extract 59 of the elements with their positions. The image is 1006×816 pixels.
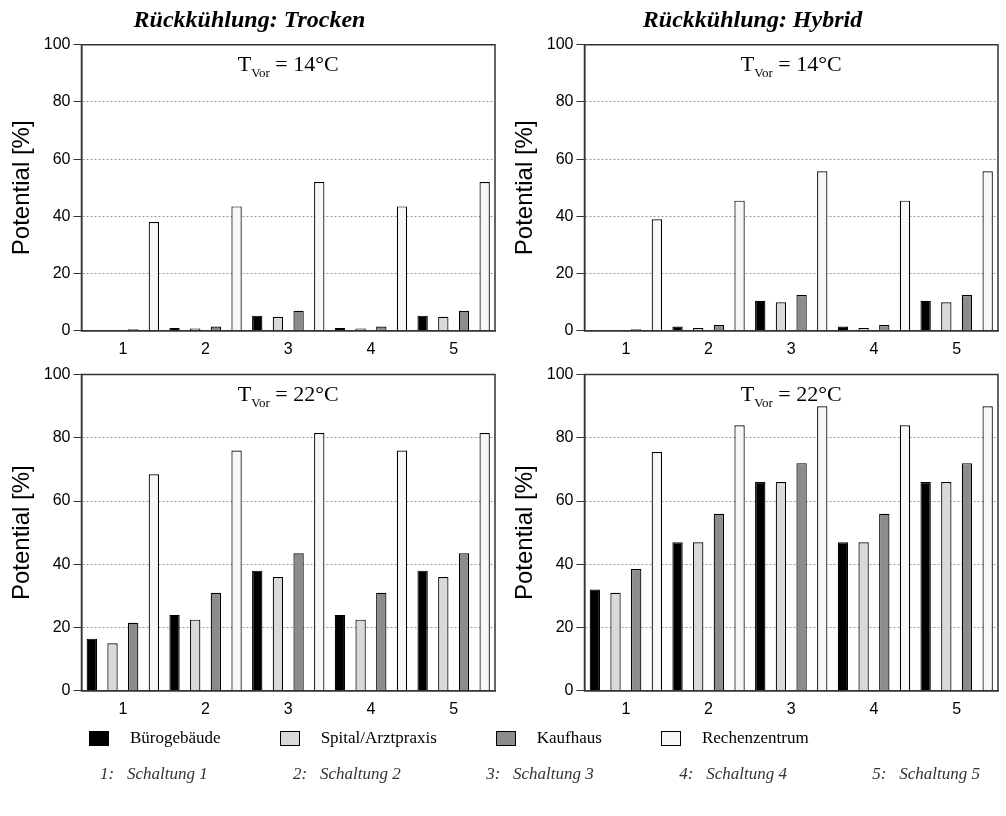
x-tick-label: 3 <box>786 339 796 357</box>
x-tick-label: 5 <box>952 699 962 717</box>
legend-label: Bürogebäude <box>130 728 221 748</box>
y-tick-label: 0 <box>61 321 71 339</box>
legend-label: Rechenzentrum <box>701 728 809 748</box>
legend-label: Kaufhaus <box>536 728 602 748</box>
chart-title: Rückkühlung: Trocken <box>132 5 366 32</box>
x-tick-label: 3 <box>786 699 796 717</box>
x-tick-label: 1 <box>621 699 631 717</box>
y-tick-label: 80 <box>52 428 71 446</box>
x-tick-label: 4 <box>366 339 376 357</box>
y-tick-label: 80 <box>555 92 574 110</box>
y-tick-label: 20 <box>52 264 71 282</box>
y-tick-label: 40 <box>52 206 71 224</box>
y-tick-label: 60 <box>52 491 71 509</box>
y-tick-label: 0 <box>564 321 574 339</box>
y-tick-label: 60 <box>52 149 71 167</box>
legend-label: Spital/Arztpraxis <box>320 728 437 748</box>
y-tick-label: 0 <box>61 681 71 699</box>
y-tick-label: 60 <box>555 491 574 509</box>
y-axis-title: Potential [%] <box>510 465 538 601</box>
y-tick-label: 40 <box>52 554 71 572</box>
y-tick-label: 100 <box>43 35 71 53</box>
text: 5: Schaltung 5 <box>872 764 980 784</box>
x-tick-label: 2 <box>704 699 714 717</box>
y-tick-label: 100 <box>546 35 574 53</box>
x-tick-label: 3 <box>283 699 293 717</box>
x-tick-label: 4 <box>869 699 879 717</box>
x-tick-label: 1 <box>621 339 631 357</box>
text: 3: Schaltung 3 <box>486 764 594 784</box>
chart-title: Rückkühlung: Hybrid <box>641 5 864 32</box>
y-axis-title: Potential [%] <box>7 120 35 256</box>
x-tick-label: 5 <box>449 339 459 357</box>
y-tick-label: 40 <box>555 554 574 572</box>
x-tick-label: 3 <box>283 339 293 357</box>
x-tick-label: 2 <box>704 339 714 357</box>
y-tick-label: 80 <box>52 92 71 110</box>
y-tick-label: 60 <box>555 149 574 167</box>
y-tick-label: 100 <box>546 365 574 383</box>
x-tick-label: 4 <box>869 339 879 357</box>
x-tick-label: 1 <box>118 339 128 357</box>
text: 1: Schaltung 1 <box>100 764 208 784</box>
y-tick-label: 100 <box>43 365 71 383</box>
x-tick-label: 5 <box>449 699 459 717</box>
y-tick-label: 80 <box>555 428 574 446</box>
x-tick-label: 5 <box>952 339 962 357</box>
x-tick-label: 2 <box>201 699 211 717</box>
y-tick-label: 20 <box>555 264 574 282</box>
y-axis-title: Potential [%] <box>7 465 35 601</box>
x-tick-label: 4 <box>366 699 376 717</box>
y-tick-label: 0 <box>564 681 574 699</box>
text: 4: Schaltung 4 <box>679 764 787 784</box>
y-tick-label: 20 <box>52 617 71 635</box>
y-tick-label: 40 <box>555 206 574 224</box>
text: 2: Schaltung 2 <box>293 764 401 784</box>
y-tick-label: 20 <box>555 617 574 635</box>
x-tick-label: 2 <box>201 339 211 357</box>
x-tick-label: 1 <box>118 699 128 717</box>
y-axis-title: Potential [%] <box>510 120 538 256</box>
